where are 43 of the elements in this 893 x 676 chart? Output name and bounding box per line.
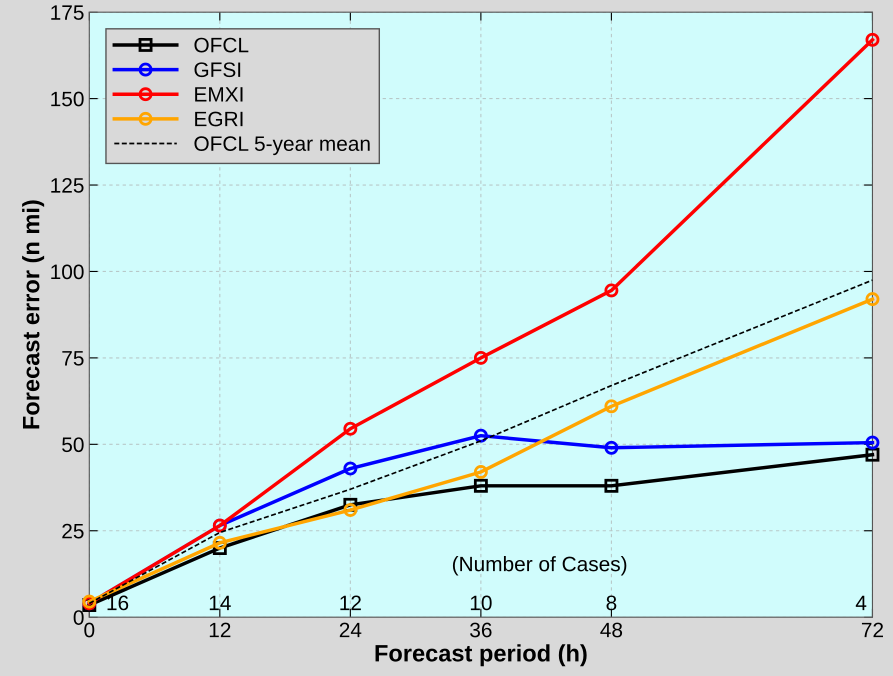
legend-label: GFSI [194,62,240,78]
y-tick-label: 175 [51,5,84,20]
annotation: 8 [606,596,616,610]
point [866,32,880,47]
x-tick-label: 0 [84,622,94,638]
point [343,503,358,517]
annotation: 14 [210,596,231,610]
point [866,436,880,450]
point [604,399,618,414]
x-tick-label: 72 [862,622,884,638]
y-tick-label: 0 [74,610,84,625]
y-tick-label: 125 [51,178,84,193]
y-tick-label: 25 [62,524,84,539]
annotation: (Number of Cases) [452,556,626,576]
y-tick-label: 150 [51,92,84,106]
point [474,350,488,365]
x-tick-label: 12 [210,622,230,638]
annotation: 12 [340,596,361,610]
point [474,478,488,493]
point [474,465,488,479]
legend-label: EGRI [195,112,242,126]
y-tick-label: 100 [51,264,84,280]
point [343,462,358,476]
annotation: 16 [108,596,128,610]
annotation: 4 [856,596,866,610]
point [604,440,618,455]
x-axis-title: Forecast period (h) [376,644,587,666]
y-tick-label: 50 [62,437,84,452]
x-tick-label: 48 [600,622,622,638]
legend-label: EMXI [195,87,242,102]
point [866,292,880,306]
x-tick-label: 36 [470,622,492,638]
point [866,448,880,462]
point [604,478,618,493]
legend-label: OFCL [194,38,248,52]
x-tick-label: 24 [340,622,362,638]
y-tick-label: 75 [62,351,84,366]
point [212,536,227,550]
y-axis-title: Forecast error (n mi) [22,200,44,429]
annotation: 10 [470,596,492,610]
point [604,284,618,298]
legend-label: OFCL 5-year mean [194,136,370,156]
point [343,422,358,436]
